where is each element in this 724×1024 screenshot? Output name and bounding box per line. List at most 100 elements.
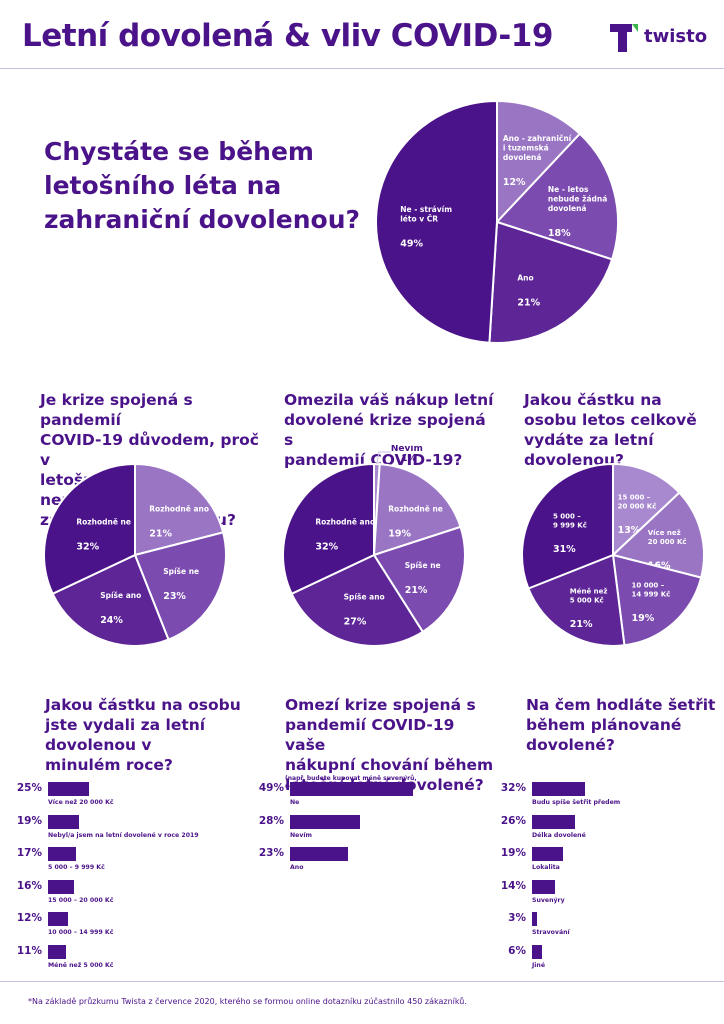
question-line: nákupní chování během bbox=[285, 756, 494, 774]
bar-row: 26% Délka dovolené bbox=[492, 814, 724, 843]
slice-label: dovolená bbox=[503, 153, 542, 162]
bar-row: 6% Jiné bbox=[492, 944, 724, 973]
question-line: Na čem hodláte šetřit bbox=[526, 696, 716, 714]
slice-label: Ne - strávím bbox=[400, 205, 452, 214]
pie-question-spend-this-year: Jakou částku na osobu letos celkově vydá… bbox=[524, 390, 724, 470]
bar-category-label: 15 000 – 20 000 Kč bbox=[48, 896, 114, 904]
slice-label: Rozhodně ne bbox=[76, 517, 131, 526]
bar-category-label: Délka dovolené bbox=[532, 831, 586, 839]
pie-slice bbox=[375, 99, 498, 344]
bar-row: 25% Více než 20 000 Kč bbox=[8, 782, 248, 810]
slice-label: 9 999 Kč bbox=[553, 521, 587, 529]
pie-slice bbox=[488, 220, 614, 344]
slice-value: 21% bbox=[517, 297, 540, 308]
question-line: pandemií COVID-19? bbox=[284, 451, 463, 469]
main-question-line: letošního léta na bbox=[44, 171, 282, 200]
bar-category-label: Suvenýry bbox=[532, 896, 565, 904]
slice-label: 20 000 Kč bbox=[618, 503, 657, 511]
bar-row: 14% Suvenýry bbox=[492, 879, 724, 908]
logo-text: twisto bbox=[644, 26, 708, 47]
bar bbox=[48, 912, 68, 926]
pie-slice bbox=[51, 553, 170, 647]
bar bbox=[532, 944, 542, 959]
slice-value: 23% bbox=[163, 591, 186, 602]
bar bbox=[48, 879, 75, 894]
bar-row: 12% 10 000 – 14 999 Kč bbox=[8, 912, 248, 940]
bar-category-label: Nevím bbox=[290, 831, 312, 839]
slice-label: Spíše ano bbox=[344, 592, 385, 601]
bar bbox=[532, 879, 556, 894]
bar-category-label: Více než 20 000 Kč bbox=[48, 799, 114, 806]
slice-value: 13% bbox=[618, 525, 641, 536]
question-line: Jakou částku na bbox=[524, 391, 662, 409]
bar-category-label: Ne bbox=[290, 799, 300, 806]
pie-slice bbox=[611, 553, 703, 647]
bar-row: 17% 5 000 – 9 999 Kč bbox=[8, 847, 248, 875]
bar-value-label: 28% bbox=[258, 814, 284, 827]
question-line: osobu letos celkově bbox=[524, 411, 697, 429]
pie-question-purchase-limited: Omezila váš nákup letní dovolené krize s… bbox=[284, 390, 494, 470]
slice-value: 19% bbox=[632, 613, 655, 624]
bar-value-label: 11% bbox=[16, 944, 42, 957]
slice-value: 21% bbox=[405, 585, 428, 596]
bar bbox=[290, 814, 360, 829]
bar-value-label: 23% bbox=[258, 847, 284, 859]
slice-label: Méně než bbox=[570, 587, 608, 595]
bar-value-label: 3% bbox=[508, 912, 526, 924]
pie-slice bbox=[521, 462, 614, 590]
bar-category-label: Lokalita bbox=[532, 864, 560, 871]
slice-value: 24% bbox=[100, 615, 123, 626]
bar-value-label: 26% bbox=[500, 814, 526, 827]
bar bbox=[48, 814, 80, 829]
question-line: minulém roce? bbox=[45, 756, 173, 774]
slice-label: i tuzemská bbox=[503, 143, 549, 152]
slice-value: 31% bbox=[553, 544, 576, 555]
bar-value-label: 12% bbox=[16, 912, 42, 924]
slice-label: Ano bbox=[517, 273, 533, 282]
bar-value-label: 32% bbox=[500, 782, 526, 794]
pie-slice bbox=[372, 525, 466, 634]
slice-value: 18% bbox=[548, 228, 571, 239]
slice-label: 15 000 – bbox=[618, 494, 651, 502]
slice-label: Spíše ne bbox=[163, 567, 199, 576]
pie-slice bbox=[610, 491, 705, 579]
footnote: *Na základě průzkumu Twista z července 2… bbox=[28, 997, 467, 1006]
page-title: Letní dovolená & vliv COVID-19 bbox=[22, 18, 553, 54]
slice-label: 20 000 Kč bbox=[648, 538, 687, 546]
bar-row: 19% Lokalita bbox=[492, 847, 724, 875]
pie-slice bbox=[496, 99, 582, 225]
bar bbox=[532, 814, 575, 829]
bar-row: 49% Ne bbox=[250, 782, 490, 810]
bar bbox=[48, 944, 67, 959]
pie-slice bbox=[134, 462, 225, 557]
slice-label: Ne - letos bbox=[548, 185, 589, 194]
bar bbox=[48, 782, 90, 796]
slice-label: Spíše ne bbox=[405, 561, 441, 570]
slice-label: Nevím bbox=[391, 445, 423, 454]
slice-label: léto v ČR bbox=[400, 215, 438, 224]
slice-value: 1% bbox=[401, 454, 416, 464]
pie-slice bbox=[290, 553, 425, 647]
slice-value: 19% bbox=[388, 529, 411, 540]
bar-value-label: 16% bbox=[16, 879, 42, 892]
question-line: Jakou částku na osobu bbox=[45, 696, 241, 714]
bar-category-label: Jiné bbox=[532, 961, 546, 969]
bar-row: 3% Stravování bbox=[492, 912, 724, 940]
question-line: Omezila váš nákup letní bbox=[284, 391, 494, 409]
twisto-logo: twisto bbox=[610, 22, 720, 56]
main-question: Chystáte se během letošního léta na zahr… bbox=[44, 135, 374, 237]
slice-label: Ano - zahraniční bbox=[503, 134, 572, 143]
pie-slice bbox=[282, 462, 375, 596]
footer-divider bbox=[0, 981, 724, 982]
bar-row: 19% Nebyl/a jsem na letní dovolené v roce… bbox=[8, 814, 248, 843]
bar-row: 28% Nevím bbox=[250, 814, 490, 843]
twisto-t-logo-icon bbox=[610, 24, 638, 52]
bar-value-label: 49% bbox=[258, 782, 284, 794]
bar-row: 11% Méně než 5 000 Kč bbox=[8, 944, 248, 973]
bar-row: 16% 15 000 – 20 000 Kč bbox=[8, 879, 248, 908]
bar bbox=[532, 912, 537, 926]
question-line: Omezí krize spojená s bbox=[285, 696, 476, 714]
bar-value-label: 17% bbox=[16, 847, 42, 859]
